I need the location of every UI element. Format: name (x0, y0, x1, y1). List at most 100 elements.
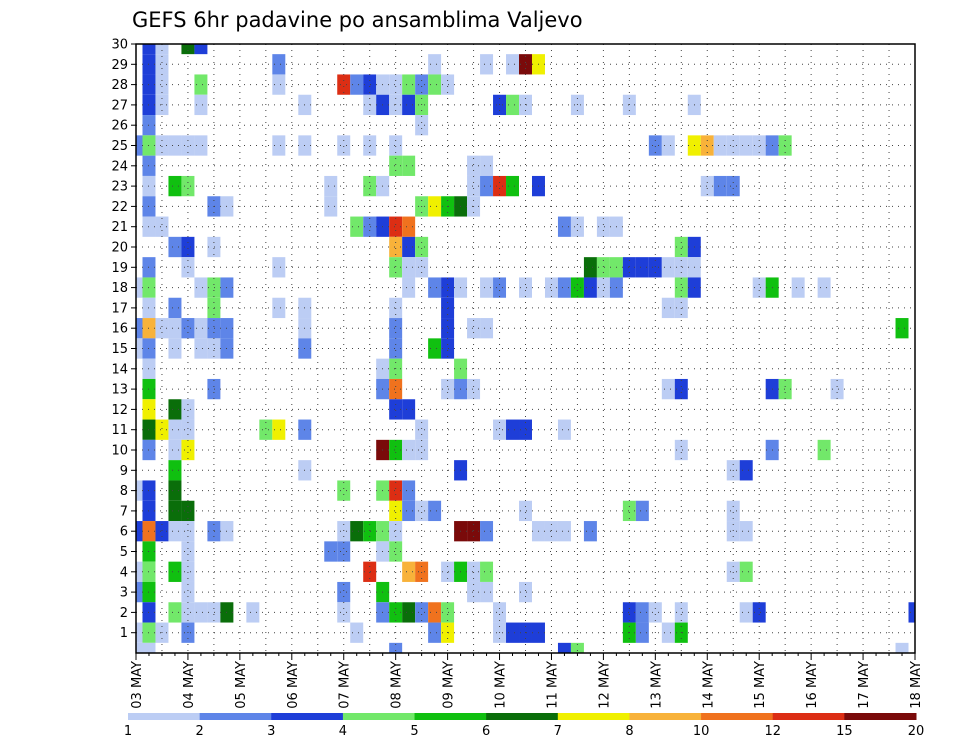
heatmap-cell (674, 378, 688, 400)
heatmap-cell (136, 561, 143, 582)
heatmap-cell (155, 318, 169, 339)
y-tick-label: 17 (111, 301, 128, 316)
heatmap-cell (635, 622, 649, 643)
heatmap-cell (752, 277, 766, 298)
heatmap-cell (480, 581, 494, 603)
heatmap-cell (519, 54, 532, 75)
heatmap-cell (778, 135, 792, 156)
heatmap-cell (181, 257, 195, 278)
y-tick-label: 27 (111, 98, 128, 113)
heatmap-cell (389, 257, 403, 278)
x-tick-label: 13 MAY (649, 661, 664, 709)
heatmap-cell (441, 378, 455, 400)
heatmap-cell (583, 257, 597, 278)
heatmap-cell (441, 277, 455, 298)
y-tick-label: 23 (111, 180, 128, 195)
heatmap-cell (544, 277, 558, 298)
heatmap-cell (389, 318, 403, 339)
heatmap-cell (635, 500, 649, 522)
heatmap-cell (519, 500, 532, 522)
heatmap-cell (168, 419, 182, 440)
y-tick-label: 26 (111, 119, 128, 134)
colorbar-label: 15 (836, 724, 853, 739)
x-tick-label: 17 MAY (857, 661, 872, 709)
heatmap-cell (583, 521, 597, 542)
heatmap-cell (168, 175, 182, 197)
y-tick-label: 29 (111, 58, 128, 73)
heatmap-cell (583, 277, 597, 298)
heatmap-cell (817, 277, 831, 298)
y-tick-label: 19 (111, 261, 128, 276)
heatmap-cell (168, 439, 182, 461)
heatmap-cell (168, 338, 182, 359)
heatmap-cell (480, 318, 494, 339)
heatmap-cell (661, 257, 675, 278)
heatmap-cell (181, 175, 195, 197)
heatmap-cell (194, 338, 208, 359)
heatmap-cell (402, 236, 416, 258)
heatmap-cell (467, 378, 481, 400)
heatmap-cell (402, 216, 416, 237)
heatmap-cell (622, 602, 636, 623)
heatmap-cell (402, 439, 416, 461)
heatmap-cell (674, 602, 688, 623)
heatmap-cell (480, 277, 494, 298)
heatmap-cell (168, 135, 182, 156)
heatmap-cell (415, 74, 429, 95)
colorbar-swatch (701, 713, 774, 720)
y-axis: 1234567891011121314151617181920212223242… (111, 38, 136, 641)
y-tick-label: 4 (120, 565, 128, 580)
heatmap-cell (674, 236, 688, 258)
heatmap-cell (136, 581, 143, 603)
heatmap-cell (389, 155, 403, 176)
heatmap-cell (389, 338, 403, 359)
heatmap-cell (389, 399, 403, 420)
heatmap-cell (350, 521, 364, 542)
heatmap-cell (428, 74, 442, 95)
heatmap-cell (181, 135, 195, 156)
heatmap-cell (337, 602, 351, 623)
y-tick-label: 24 (111, 159, 128, 174)
heatmap-cell (441, 561, 455, 582)
colorbar-swatch (557, 713, 630, 720)
colorbar-swatch (772, 713, 845, 720)
heatmap-cell (700, 135, 714, 156)
heatmap-cell (207, 602, 221, 623)
y-tick-label: 1 (120, 626, 128, 641)
y-tick-label: 20 (111, 241, 128, 256)
heatmap-cell (402, 480, 416, 501)
heatmap-cell (194, 94, 208, 116)
heatmap-cell (337, 541, 351, 562)
x-tick-label: 15 MAY (753, 661, 768, 709)
heatmap-cell (557, 216, 571, 237)
y-tick-label: 14 (111, 362, 128, 377)
heatmap-cell (181, 602, 195, 623)
heatmap-cell (506, 175, 520, 197)
heatmap-cell (570, 277, 584, 298)
heatmap-cell (713, 175, 727, 197)
heatmap-cell (272, 54, 286, 75)
heatmap-cell (752, 135, 766, 156)
heatmap-cell (389, 642, 403, 653)
y-tick-label: 25 (111, 139, 128, 154)
heatmap-cell (700, 175, 714, 197)
heatmap-cell (389, 378, 403, 400)
dotted-grid (136, 43, 915, 653)
heatmap-cell (506, 94, 520, 116)
heatmap-cell (350, 74, 364, 95)
heatmap-cell (467, 521, 481, 542)
y-tick-label: 10 (111, 444, 128, 459)
heatmap-cell (428, 602, 442, 623)
y-tick-label: 3 (120, 586, 128, 601)
heatmap-cell (648, 257, 662, 278)
heatmap-cell (363, 521, 377, 542)
heatmap-cell (389, 297, 403, 319)
heatmap-cell (480, 155, 494, 176)
heatmap-cell (674, 277, 688, 298)
heatmap-cell (441, 318, 455, 339)
heatmap-cell (142, 44, 156, 55)
heatmap-cell (363, 216, 377, 237)
heatmap-cell (136, 338, 143, 359)
heatmap-cell (136, 642, 143, 653)
